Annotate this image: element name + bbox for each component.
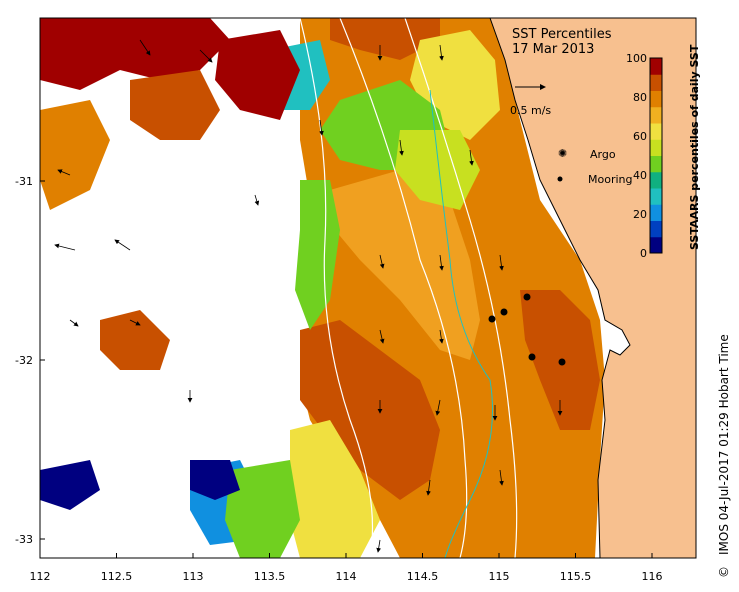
current-vector [114, 239, 131, 251]
current-vector [499, 254, 504, 271]
sst-field-navy-south [40, 460, 100, 510]
current-vector [139, 39, 151, 56]
sst-field-red-midwest [100, 310, 170, 370]
current-vector [129, 319, 141, 326]
sst-field-yellow-band [330, 170, 480, 360]
mooring-points [488, 293, 566, 366]
colorbar-frame [649, 57, 663, 254]
colorbar-tick-label: 60 [633, 130, 647, 143]
mooring-point [500, 308, 508, 316]
current-vector [69, 319, 79, 327]
current-vector [426, 479, 431, 496]
map-date: 17 Mar 2013 [512, 42, 594, 57]
sst-field-red-top [330, 18, 440, 60]
x-tick-label: 113 [183, 570, 204, 583]
x-tick-label: 113.5 [254, 570, 286, 583]
x-tick-label: 112 [30, 570, 51, 583]
current-vectors [54, 39, 563, 553]
y-axis: -31 -32 -33 [15, 175, 45, 546]
mooring-point [528, 353, 536, 361]
colorbar-tick-label: 0 [640, 247, 647, 260]
legend-argo-label: Argo [590, 148, 616, 161]
current-vector [439, 254, 444, 271]
sst-field-orange-northwest [40, 100, 110, 210]
colorbar: 0 20 40 60 80 100 [626, 52, 663, 260]
sst-field-green-west [295, 180, 340, 330]
current-vector [439, 44, 444, 61]
current-vector [376, 539, 382, 553]
colorbar-swatch [650, 220, 662, 238]
credit-text: IMOS 04-Jul-2017 01:29 Hobart Time [717, 334, 731, 555]
colorbar-tick-label: 80 [633, 91, 647, 104]
colorbar-swatch [650, 204, 662, 221]
colorbar-label: SSTAARS percentiles of daily SST [688, 44, 701, 250]
mooring-point [488, 315, 496, 323]
colorbar-tick-label: 40 [633, 169, 647, 182]
copyright-symbol: © [717, 566, 731, 578]
current-vector [199, 49, 213, 63]
map-area: 0.5 m/s SST Percentiles 17 Mar 2013 ✺ Ar… [40, 18, 696, 558]
x-tick-label: 115.5 [560, 570, 592, 583]
colorbar-tick-label: 100 [626, 52, 647, 65]
x-tick-label: 112.5 [101, 570, 133, 583]
argo-marker: ✺ [558, 147, 567, 160]
map-frame [39, 17, 697, 559]
x-axis: 112 112.5 113 113.5 114 114.5 115 115.5 116 [30, 553, 663, 583]
colorbar-swatch [650, 90, 662, 108]
x-tick-label: 115 [489, 570, 510, 583]
current-vector [54, 243, 76, 251]
colorbar-swatch [650, 58, 662, 75]
sst-field-red-northeast-edge [215, 30, 300, 120]
land-western-australia [490, 18, 696, 558]
scale-arrow-label: 0.5 m/s [510, 104, 551, 117]
current-vector [399, 139, 404, 156]
current-vector [57, 169, 71, 176]
bathymetry-contour-inner [404, 18, 518, 558]
coastline [489, 18, 631, 558]
bathymetry-contour-mid [339, 18, 468, 558]
current-vector [379, 329, 385, 344]
colorbar-swatch [650, 188, 662, 205]
y-tick-label: -32 [15, 354, 33, 367]
current-vector [499, 469, 504, 486]
current-vector [469, 149, 474, 166]
colorbar-swatch [650, 123, 662, 140]
x-tick-label: 114.5 [407, 570, 439, 583]
current-vector [319, 119, 324, 136]
bathymetry-contour-outer [299, 18, 374, 558]
mooring-point [523, 293, 531, 301]
sst-field-navy-midsouth [190, 460, 240, 500]
y-tick-label: -33 [15, 533, 33, 546]
map-title: SST Percentiles [512, 27, 612, 42]
colorbar-swatch [650, 106, 662, 124]
colorbar-swatch [650, 139, 662, 156]
sst-field-red-west-patch [130, 70, 220, 140]
sst-field-red-northwest [40, 18, 230, 90]
colorbar-swatch [650, 155, 662, 173]
colorbar-swatch [650, 74, 662, 91]
sst-field-lightgreen [395, 130, 480, 210]
mooring-legend-marker [557, 176, 563, 182]
x-tick-label: 116 [642, 570, 663, 583]
sst-field-yellow-south [290, 420, 380, 558]
current-vector [439, 329, 444, 344]
sst-field-green-south [225, 460, 300, 558]
legend-mooring-label: Mooring [588, 173, 632, 186]
x-tick-label: 114 [336, 570, 357, 583]
current-vector [435, 399, 441, 416]
current-vector [254, 194, 260, 206]
colorbar-swatch [650, 236, 662, 254]
colorbar-swatch [650, 171, 662, 189]
mooring-point [558, 358, 566, 366]
bathymetry-contour-teal [429, 89, 493, 558]
current-vector [379, 254, 385, 269]
y-tick-label: -31 [15, 175, 33, 188]
colorbar-tick-label: 20 [633, 208, 647, 221]
